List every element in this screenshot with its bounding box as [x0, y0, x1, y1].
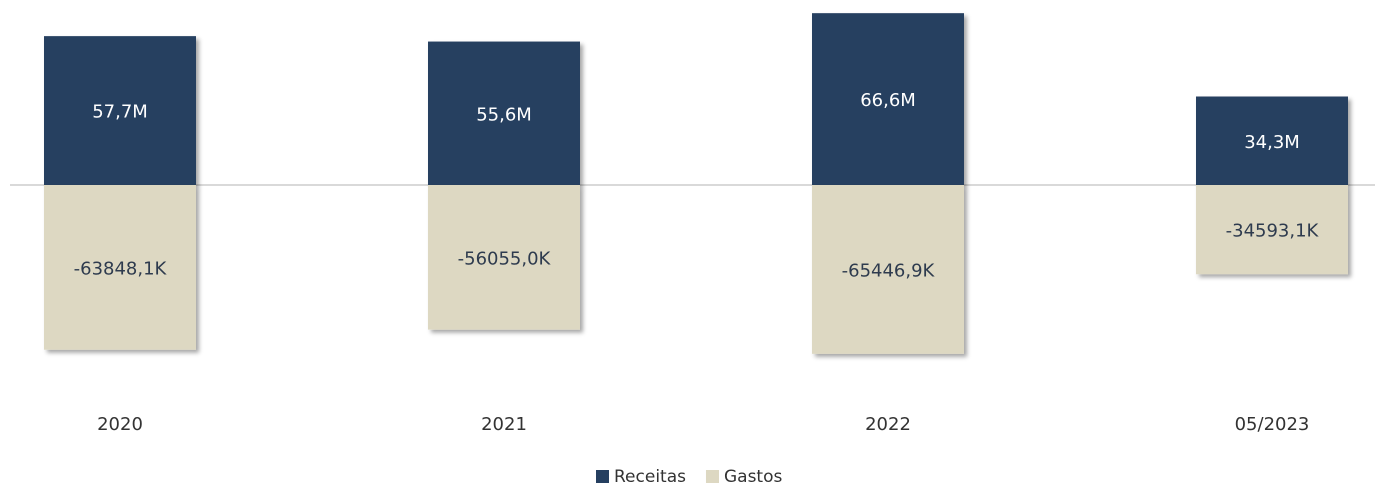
bar — [44, 185, 196, 350]
x-tick-label: 05/2023 — [1235, 414, 1310, 435]
data-label: -65446,9K — [842, 260, 936, 281]
x-tick-label: 2022 — [865, 414, 911, 435]
bar — [812, 185, 964, 354]
bar — [44, 36, 196, 185]
legend-label: Gastos — [724, 467, 783, 486]
bar — [812, 13, 964, 186]
data-label: 57,7M — [92, 102, 148, 123]
bar — [428, 185, 580, 330]
bar — [1196, 96, 1348, 185]
legend-swatch — [596, 470, 609, 483]
x-tick-label: 2021 — [481, 414, 527, 435]
legend-swatch — [705, 470, 719, 483]
bar — [428, 41, 580, 185]
legend-label: Receitas — [614, 467, 686, 486]
bar — [1196, 185, 1348, 275]
data-label: 66,6M — [860, 90, 916, 111]
data-label: -63848,1K — [74, 258, 168, 279]
data-label: -34593,1K — [1226, 221, 1320, 242]
x-tick-label: 2020 — [97, 414, 143, 435]
data-label: 34,3M — [1244, 132, 1300, 153]
data-label: 55,6M — [476, 104, 532, 125]
data-label: -56055,0K — [458, 248, 552, 269]
